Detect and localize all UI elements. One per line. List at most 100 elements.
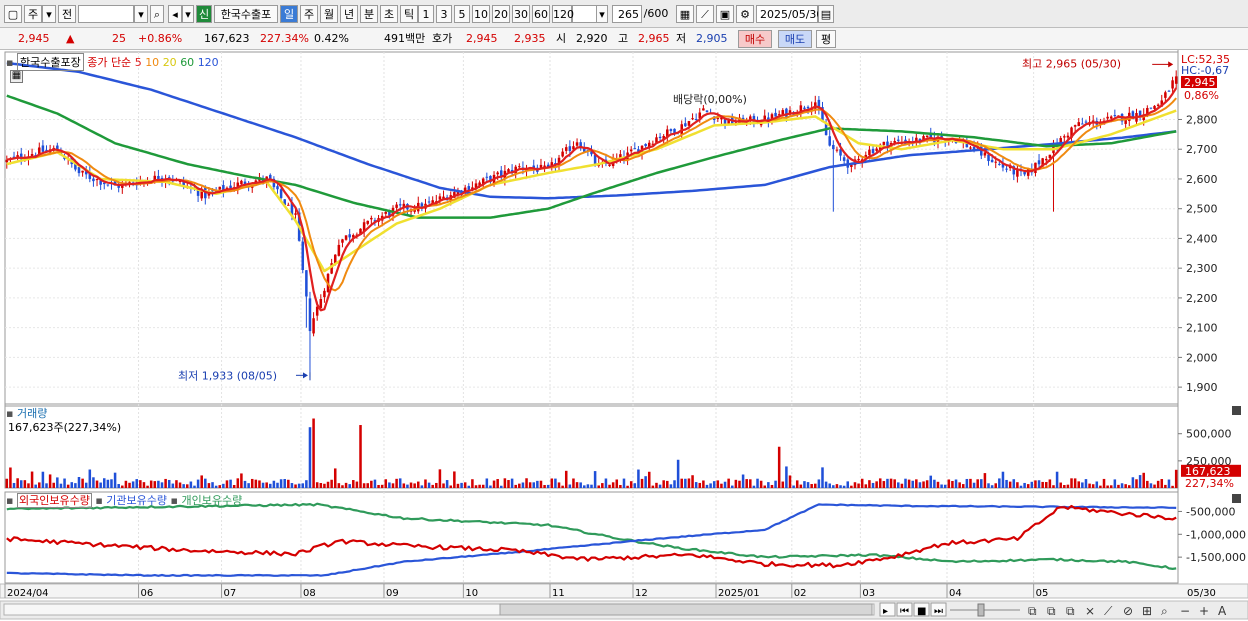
candle (546, 164, 550, 167)
volume-bar (301, 483, 305, 488)
volume-bar (1066, 484, 1070, 488)
window-icon[interactable]: ▢ (4, 5, 22, 23)
tab-period-0[interactable]: 일 (280, 5, 298, 23)
candle (420, 203, 424, 209)
volume-bar (431, 484, 434, 488)
holders-legend: ▪ 외국인보유수량 ▪ 기관보유수량 ▪ 개인보유수량 (6, 492, 242, 508)
candle-type-icon[interactable]: ▦ (676, 5, 694, 23)
volume-bar (193, 485, 196, 488)
volume-bar (878, 478, 882, 488)
legend-ma120[interactable]: 120 (197, 56, 219, 69)
candle (817, 99, 821, 109)
candle (218, 186, 222, 190)
chevron-down-icon[interactable]: ▾ (42, 5, 56, 23)
gear-icon[interactable]: ⚙ (736, 5, 754, 23)
grid-toggle-icon[interactable]: ▦ (10, 70, 23, 83)
prev-button[interactable]: 전 (58, 5, 76, 23)
tab-period-6[interactable]: 틱 (400, 5, 418, 23)
volume-bar (655, 482, 658, 488)
volume-bar (546, 484, 550, 488)
count-button-30[interactable]: 30 (512, 5, 530, 23)
code-dropdown-icon[interactable]: ▾ (134, 5, 148, 23)
line-tool-icon[interactable]: ⟋ (696, 5, 714, 23)
candle (543, 165, 546, 167)
candle (987, 154, 990, 162)
count-button-5[interactable]: 5 (454, 5, 470, 23)
stock-code-input[interactable]: 002200 (78, 5, 134, 23)
buy-button[interactable]: 매수 (738, 30, 772, 48)
volume-bar (167, 479, 171, 488)
volume-bar (1128, 485, 1131, 488)
legend-bullet: ▪ (95, 494, 103, 507)
count-button-20[interactable]: 20 (492, 5, 510, 23)
x-tick-label-10: 03 (862, 588, 875, 599)
tab-period-2[interactable]: 월 (320, 5, 338, 23)
sell-button[interactable]: 매도 (778, 30, 812, 48)
price-tick-label-7: 2,100 (1186, 322, 1218, 335)
candle (211, 190, 214, 192)
search-icon[interactable]: ⌕ (150, 5, 164, 23)
volume-bar (413, 483, 416, 488)
candle (994, 161, 997, 163)
candle (471, 187, 474, 190)
volume-bar (756, 478, 759, 488)
tab-period-5[interactable]: 초 (380, 5, 398, 23)
volume-bar (911, 480, 914, 488)
legend-institution[interactable]: 기관보유수량 (106, 494, 168, 507)
volume-bar (1153, 484, 1156, 488)
calendar-icon[interactable]: ▤ (818, 5, 834, 23)
chart-type-select[interactable]: 주 (24, 5, 42, 23)
bar-count-input[interactable]: 265 (612, 5, 642, 23)
legend-ma10[interactable]: 10 (145, 56, 160, 69)
count-dropdown-icon[interactable]: ▾ (596, 5, 608, 23)
volume-bar (1124, 484, 1127, 488)
tab-period-4[interactable]: 분 (360, 5, 378, 23)
volume-bar (1048, 479, 1052, 488)
legend-individual[interactable]: 개인보유수량 (181, 494, 243, 507)
scroll-control-icon-1: ⏮ (900, 606, 909, 617)
count-button-3[interactable]: 3 (436, 5, 452, 23)
candle (915, 137, 918, 143)
candle (1160, 100, 1164, 107)
speaker-dropdown-icon[interactable]: ▾ (182, 5, 194, 23)
legend-stock-name[interactable]: 한국수출포장 (16, 53, 84, 71)
candle (77, 167, 81, 174)
volume-bar (38, 482, 41, 488)
candle (95, 179, 99, 181)
count-button-60[interactable]: 60 (532, 5, 550, 23)
legend-foreign[interactable]: 외국인보유수량 (16, 493, 92, 508)
volume-bar (936, 481, 940, 488)
candle (1070, 127, 1073, 138)
save-icon[interactable]: ▣ (716, 5, 734, 23)
count-button-10[interactable]: 10 (472, 5, 490, 23)
candle (691, 118, 694, 120)
candle (1048, 154, 1052, 158)
volume-bar (214, 485, 218, 488)
tab-period-3[interactable]: 년 (340, 5, 358, 23)
candle (38, 147, 41, 156)
legend-ma5[interactable]: 5 (134, 56, 142, 69)
tab-period-1[interactable]: 주 (300, 5, 318, 23)
volume-bar (969, 478, 972, 488)
ma5-line (6, 87, 1178, 312)
volume-bar (788, 475, 792, 488)
volume-bar (752, 485, 756, 488)
candle (500, 170, 503, 177)
individual-holdings-line (6, 502, 1177, 570)
stock-chart[interactable]: 2024/04 06 07 08 09 10 11 12 2025/01 02 03 04 05 05/3… (0, 50, 1248, 621)
zoom-slider-thumb (977, 603, 985, 617)
count-button-1[interactable]: 1 (418, 5, 434, 23)
count-button-120[interactable]: 120 (552, 5, 574, 23)
legend-ma20[interactable]: 20 (162, 56, 177, 69)
price-tick-label-1: 2,700 (1186, 143, 1218, 156)
date-input[interactable]: 2025/05/30 (756, 5, 823, 23)
candle (705, 110, 709, 112)
avg-button[interactable]: 평 (816, 30, 836, 48)
candle (1063, 136, 1066, 138)
volume-bar (842, 485, 846, 488)
volume-bar (1063, 485, 1066, 488)
candle (583, 148, 586, 152)
candle (269, 174, 272, 182)
speaker-icon[interactable]: ◂ (168, 5, 182, 23)
legend-ma60[interactable]: 60 (180, 56, 195, 69)
